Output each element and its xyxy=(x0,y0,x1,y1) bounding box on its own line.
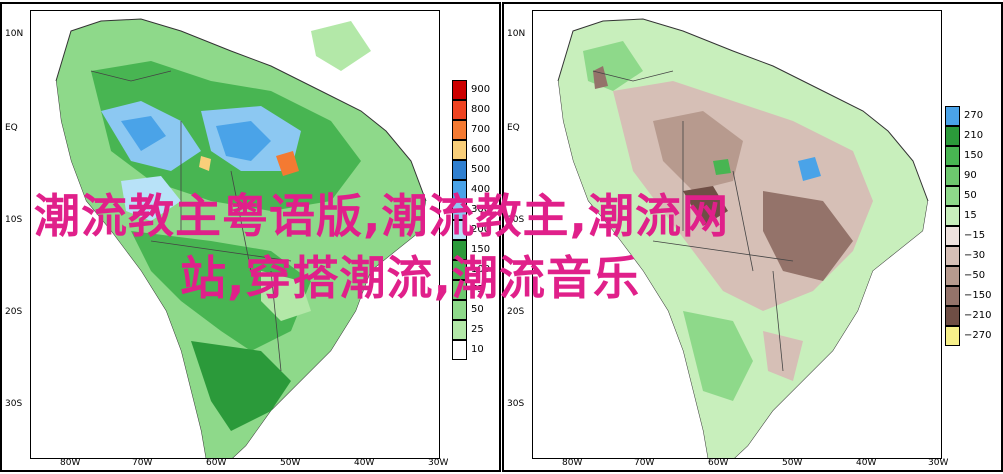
lon-label: 70W xyxy=(634,458,655,468)
legend-swatch xyxy=(945,146,960,166)
lon-label: 30W xyxy=(428,458,449,468)
legend-label: −50 xyxy=(964,270,986,281)
lon-label: 50W xyxy=(782,458,803,468)
lat-label: 10S xyxy=(507,215,525,225)
legend-swatch xyxy=(945,126,960,146)
lat-label: 10S xyxy=(5,215,23,225)
lat-label: 20S xyxy=(507,307,525,317)
legend-label: 210 xyxy=(964,130,984,141)
legend-label: −210 xyxy=(964,310,992,321)
legend-swatch xyxy=(945,306,960,326)
lon-label: 30W xyxy=(928,458,949,468)
legend-label: 800 xyxy=(471,104,491,115)
legend-swatch xyxy=(452,300,467,320)
legend-label: 600 xyxy=(471,144,491,155)
lon-label: 50W xyxy=(280,458,301,468)
legend-swatch xyxy=(945,166,960,186)
legend-label: 200 xyxy=(471,224,491,235)
legend-label: 15 xyxy=(964,210,977,221)
legend-swatch xyxy=(452,340,467,360)
legend-swatch xyxy=(945,266,960,286)
legend-label: 900 xyxy=(471,84,491,95)
legend-swatch xyxy=(945,106,960,126)
legend-label: 300 xyxy=(471,204,491,215)
legend-label: 75 xyxy=(471,284,484,295)
anomaly-map-panel: 10N EQ 10S 20S 30S 80W 70W 60W 50W 40W 3… xyxy=(502,2,1003,472)
legend-swatch xyxy=(452,100,467,120)
precipitation-map xyxy=(30,10,440,459)
lat-label: 20S xyxy=(5,307,23,317)
legend-swatch xyxy=(452,200,467,220)
legend-label: 90 xyxy=(964,170,977,181)
legend-swatch xyxy=(452,80,467,100)
legend-swatch xyxy=(945,246,960,266)
lon-label: 60W xyxy=(708,458,729,468)
legend-label: −30 xyxy=(964,250,986,261)
legend-swatch xyxy=(945,206,960,226)
legend-swatch xyxy=(452,140,467,160)
lon-label: 40W xyxy=(354,458,375,468)
legend-label: −150 xyxy=(964,290,992,301)
legend-swatch xyxy=(452,220,467,240)
legend-swatch xyxy=(452,120,467,140)
lat-label: 30S xyxy=(5,399,23,409)
legend-label: 100 xyxy=(471,264,491,275)
legend-swatch xyxy=(452,280,467,300)
overlay-title-line-2: 站,穿搭潮流,潮流音乐 xyxy=(180,251,640,305)
legend-swatch xyxy=(452,160,467,180)
legend-label: 25 xyxy=(471,324,484,335)
legend-label: 150 xyxy=(471,244,491,255)
lon-label: 70W xyxy=(132,458,153,468)
legend-swatch xyxy=(945,286,960,306)
legend-label: 10 xyxy=(471,344,484,355)
legend-swatch xyxy=(945,226,960,246)
legend-label: 500 xyxy=(471,164,491,175)
precipitation-map-panel: 10N EQ 10S 20S 30S 80W 70W 60W 50 xyxy=(0,2,501,472)
lon-label: 80W xyxy=(562,458,583,468)
legend-label: 50 xyxy=(471,304,484,315)
legend-label: 700 xyxy=(471,124,491,135)
south-america-anomaly-shading xyxy=(533,11,941,458)
legend-label: 270 xyxy=(964,110,984,121)
legend-swatch xyxy=(945,186,960,206)
legend-swatch xyxy=(945,326,960,346)
legend-label: 400 xyxy=(471,184,491,195)
legend-swatch xyxy=(452,320,467,340)
legend-swatch xyxy=(452,180,467,200)
lat-label: EQ xyxy=(507,123,520,133)
overlay-title-line-1: 潮流教主粤语版,潮流教主,潮流网 xyxy=(34,189,729,243)
lat-label: EQ xyxy=(5,123,18,133)
lon-label: 60W xyxy=(206,458,227,468)
lat-label: 10N xyxy=(507,29,526,39)
lat-label: 10N xyxy=(5,29,24,39)
anomaly-map xyxy=(532,10,942,459)
legend-swatch xyxy=(452,260,467,280)
legend-label: 50 xyxy=(964,190,977,201)
legend-swatch xyxy=(452,240,467,260)
legend-label: −270 xyxy=(964,330,992,341)
lon-label: 80W xyxy=(60,458,81,468)
south-america-precip-shading xyxy=(31,11,439,458)
lat-label: 30S xyxy=(507,399,525,409)
legend-label: 150 xyxy=(964,150,984,161)
legend-label: −15 xyxy=(964,230,986,241)
lon-label: 40W xyxy=(856,458,877,468)
